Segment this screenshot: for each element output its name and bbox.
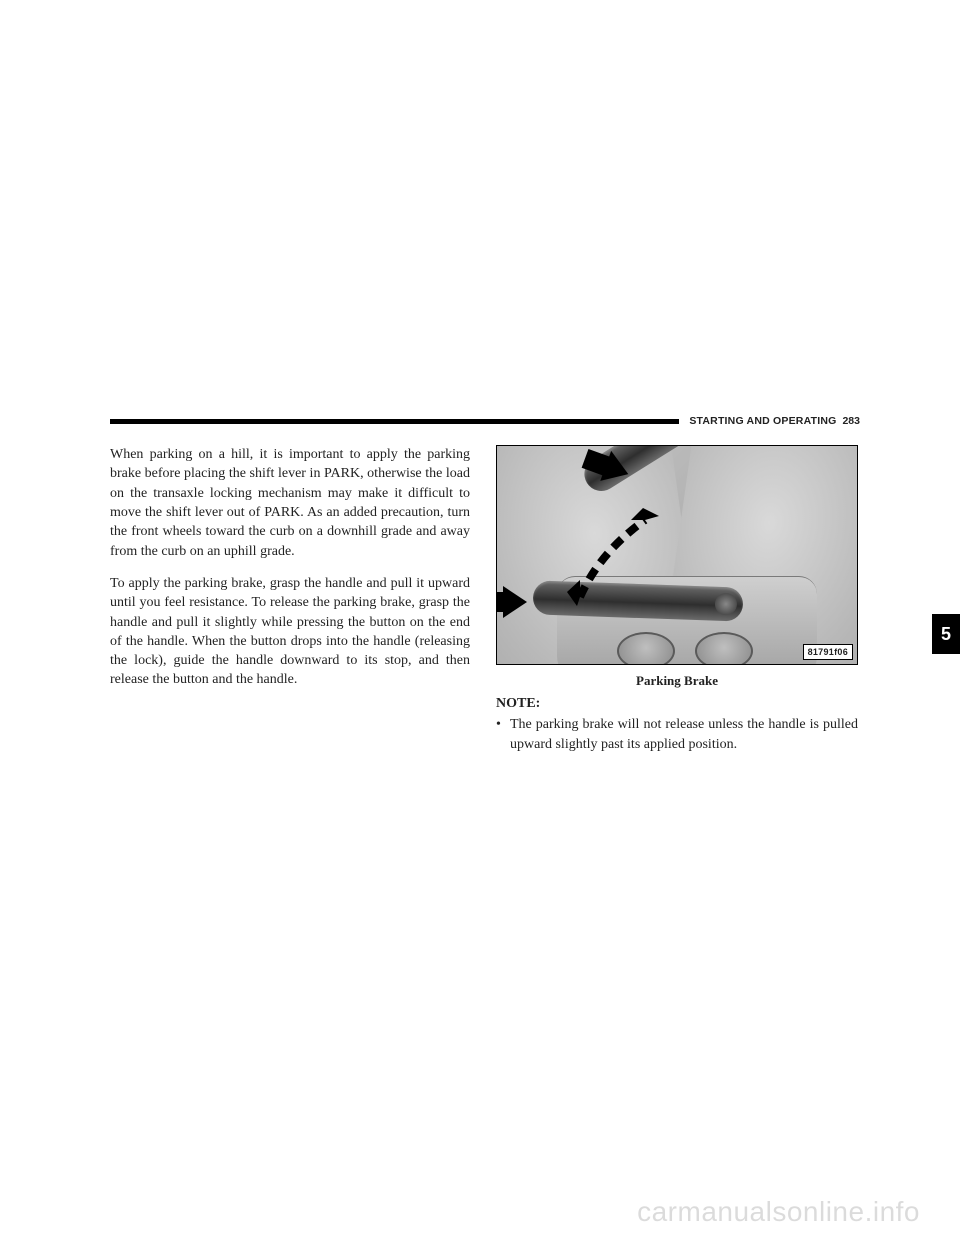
paragraph-1: When parking on a hill, it is important …	[110, 445, 470, 561]
figure-id-badge: 81791f06	[803, 644, 853, 660]
cupholder-shape	[617, 632, 675, 665]
bullet-dot-icon: •	[496, 715, 510, 754]
note-bullet: • The parking brake will not release unl…	[496, 715, 858, 754]
note-label: NOTE:	[496, 694, 858, 713]
section-title: STARTING AND OPERATING	[689, 415, 836, 427]
motion-arc-icon	[565, 502, 685, 622]
left-column: When parking on a hill, it is important …	[110, 445, 470, 754]
cupholder-shape	[695, 632, 753, 665]
note-bullet-text: The parking brake will not release unles…	[510, 715, 858, 754]
figure-caption: Parking Brake	[496, 672, 858, 690]
page-number: 283	[842, 415, 860, 427]
parking-brake-figure: 81791f06	[496, 445, 858, 665]
page-header: STARTING AND OPERATING 283	[110, 415, 860, 427]
right-column: 81791f06 Parking Brake NOTE: • The parki…	[496, 445, 858, 754]
section-tab: 5	[932, 614, 960, 654]
header-rule-bar	[110, 419, 679, 424]
watermark-text: carmanualsonline.info	[637, 1196, 920, 1228]
arrow-icon	[503, 586, 527, 618]
paragraph-2: To apply the parking brake, grasp the ha…	[110, 574, 470, 690]
